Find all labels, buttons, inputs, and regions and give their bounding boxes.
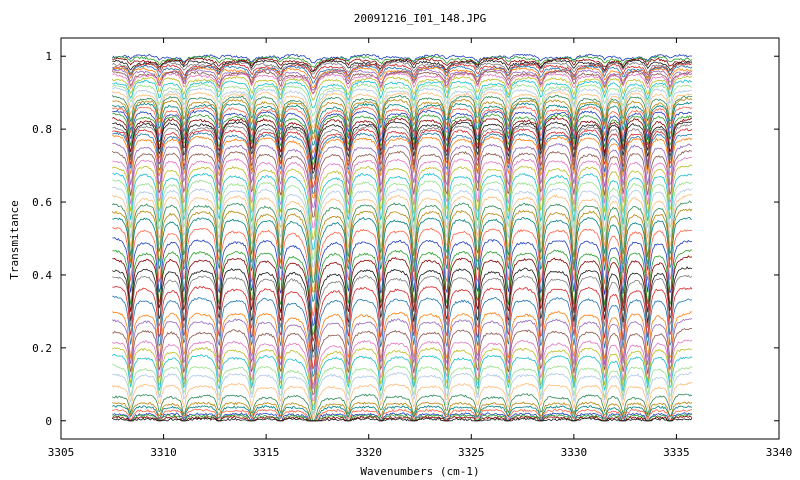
y-tick-label: 0 (45, 415, 52, 428)
series-line (111, 150, 693, 218)
series-line (111, 94, 693, 135)
series-line (112, 226, 693, 317)
y-tick-label: 0.8 (32, 123, 52, 136)
series-line (112, 72, 693, 95)
series-line (111, 70, 693, 94)
series-line (112, 87, 693, 124)
x-tick-label: 3340 (766, 446, 793, 459)
series-line (112, 134, 693, 199)
series-line (111, 381, 693, 420)
y-tick-label: 0.4 (32, 269, 52, 282)
series-line (112, 91, 693, 128)
series-line (112, 295, 693, 378)
series-line (112, 164, 693, 240)
series-line (112, 109, 693, 161)
plot-frame (60, 37, 780, 440)
series-line (112, 142, 693, 208)
series-line (112, 101, 693, 146)
series-line (112, 120, 693, 175)
series-line (112, 266, 693, 354)
series-line (112, 186, 693, 268)
series-line (112, 128, 693, 189)
y-tick-label: 0.6 (32, 196, 52, 209)
series-line (112, 216, 693, 303)
series-line (112, 339, 693, 402)
series-line (112, 112, 693, 166)
series-line (112, 172, 693, 251)
series-line (112, 413, 693, 422)
series-line (112, 83, 693, 117)
series-line (112, 116, 693, 170)
plot-area (111, 53, 693, 422)
series-line (112, 193, 693, 278)
series-line (112, 285, 693, 370)
series-line (112, 401, 693, 422)
series-line (112, 237, 693, 327)
series-line (112, 79, 693, 109)
series-line (112, 105, 693, 154)
series-line (112, 364, 693, 415)
series-line (112, 417, 693, 422)
series-line (112, 55, 693, 68)
x-tick-label: 3325 (458, 446, 485, 459)
series-line (112, 124, 693, 180)
series-line (112, 157, 693, 229)
x-tick-label: 3305 (48, 446, 75, 459)
y-axis-label: Transmitance (8, 200, 21, 279)
series-line (112, 405, 693, 422)
series-line (111, 208, 693, 293)
y-tick-label: 1 (45, 50, 52, 63)
series-line (112, 328, 693, 396)
x-tick-label: 3320 (355, 446, 382, 459)
x-tick-label: 3330 (561, 446, 588, 459)
x-tick-label: 3315 (253, 446, 280, 459)
y-tick-label: 0.2 (32, 342, 52, 355)
x-axis: 3305 3310 3315 3320 3325 3330 3335 3340 (48, 38, 793, 459)
x-tick-label: 3310 (150, 446, 177, 459)
series-line (112, 255, 693, 343)
chart-title: 20091216_I01_148.JPG (354, 12, 486, 25)
series-line (112, 274, 693, 359)
series-line (112, 346, 693, 408)
x-tick-label: 3335 (663, 446, 690, 459)
series-line (112, 64, 693, 84)
series-line (112, 311, 693, 386)
series-line (111, 75, 693, 101)
series-line (112, 97, 693, 141)
series-line (112, 412, 693, 422)
series-line (112, 318, 693, 390)
series-line (112, 408, 693, 422)
x-axis-label: Wavenumbers (cm-1) (360, 465, 479, 478)
series-line (112, 62, 693, 80)
series-line (112, 393, 693, 422)
series-line (112, 66, 693, 89)
series-line (112, 372, 693, 417)
series-line (112, 354, 693, 411)
series-line (112, 249, 693, 336)
y-axis: 0 0.2 0.4 0.6 0.8 1 (32, 50, 779, 428)
series-line (112, 200, 693, 284)
series-line (112, 179, 693, 261)
series-line (112, 131, 693, 195)
series-line (111, 53, 692, 64)
